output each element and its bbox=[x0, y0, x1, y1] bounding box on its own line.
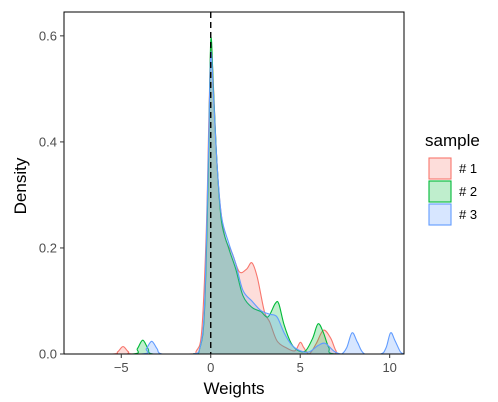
legend-key-1 bbox=[428, 157, 452, 180]
legend-title: sample bbox=[425, 131, 480, 150]
y-tick-label: 0.4 bbox=[39, 134, 57, 149]
legend-key-2 bbox=[428, 180, 452, 203]
legend: sample # 1 # 2 # 3 bbox=[425, 131, 480, 226]
legend-label-2: # 2 bbox=[459, 184, 477, 199]
y-axis: 0.0 0.2 0.4 0.6 bbox=[39, 28, 64, 362]
series-2-area bbox=[67, 37, 399, 355]
density-series bbox=[67, 37, 405, 355]
x-axis-title: Weights bbox=[203, 379, 264, 398]
series-3-area bbox=[67, 51, 404, 354]
x-tick-label: −5 bbox=[114, 360, 129, 375]
y-axis-title: Density bbox=[11, 157, 30, 214]
y-tick-label: 0.6 bbox=[39, 28, 57, 43]
y-tick-label: 0.2 bbox=[39, 240, 57, 255]
x-tick-label: 0 bbox=[207, 360, 214, 375]
legend-label-1: # 1 bbox=[459, 161, 477, 176]
x-tick-label: 10 bbox=[382, 360, 396, 375]
series-1-area bbox=[67, 47, 399, 354]
series-3-line bbox=[67, 51, 405, 355]
legend-key-3 bbox=[428, 203, 452, 226]
x-tick-label: 5 bbox=[297, 360, 304, 375]
y-tick-label: 0.0 bbox=[39, 347, 57, 362]
legend-label-3: # 3 bbox=[459, 207, 477, 222]
x-axis: −5 0 5 10 bbox=[114, 354, 397, 375]
plot-panel-border bbox=[63, 11, 405, 355]
